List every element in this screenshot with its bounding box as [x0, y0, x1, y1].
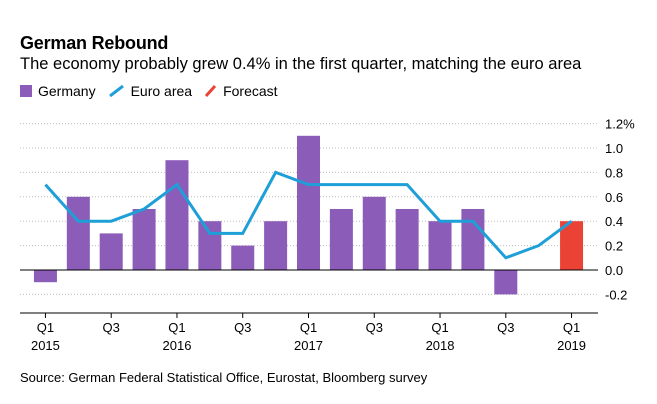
y-tick-label: 1.0: [605, 141, 623, 156]
x-tick-label: Q1: [300, 320, 317, 335]
y-tick-label: 0.2: [605, 239, 623, 254]
source-note: Source: German Federal Statistical Offic…: [20, 370, 428, 385]
legend-label-forecast: Forecast: [223, 83, 278, 99]
x-tick-label: Q1: [168, 320, 185, 335]
chart-title: German Rebound: [20, 33, 169, 53]
bar-germany: [362, 196, 386, 270]
x-tick-label: Q1: [37, 320, 54, 335]
bar-germany: [99, 233, 123, 270]
legend-swatch-forecast: [204, 85, 217, 97]
bar-germany: [461, 209, 485, 270]
bar-forecast: [560, 221, 584, 270]
bar-germany: [395, 209, 419, 270]
x-tick-year-label: 2017: [294, 338, 323, 353]
legend-swatch-euro-area: [108, 85, 124, 97]
x-tick-label: Q1: [563, 320, 580, 335]
bar-germany: [165, 160, 189, 270]
bar-germany: [264, 221, 288, 270]
x-tick-label: Q3: [234, 320, 251, 335]
bar-germany: [329, 209, 353, 270]
x-tick-label: Q3: [366, 320, 383, 335]
legend-label-germany: Germany: [38, 83, 96, 99]
x-tick-label: Q1: [431, 320, 448, 335]
chart-subtitle: The economy probably grew 0.4% in the fi…: [20, 55, 582, 73]
legend-item-forecast: Forecast: [204, 83, 278, 99]
legend-label-euro-area: Euro area: [130, 83, 193, 99]
bar-germany: [132, 209, 156, 270]
bar-germany: [428, 221, 452, 270]
bar-germany: [231, 245, 255, 270]
legend-item-euro-area: Euro area: [108, 83, 192, 99]
bar-germany: [66, 196, 90, 270]
x-tick-year-label: 2016: [163, 338, 192, 353]
y-tick-label: 0.6: [605, 190, 623, 205]
bar-germany: [198, 221, 222, 270]
x-tick-label: Q3: [497, 320, 514, 335]
line-euro-area: [44, 170, 573, 260]
x-tick-year-label: 2015: [31, 338, 60, 353]
bar-germany: [33, 270, 57, 283]
x-tick-year-label: 2019: [557, 338, 586, 353]
y-tick-label: 0.4: [605, 214, 623, 229]
x-tick-year-label: 2018: [426, 338, 455, 353]
legend: Germany Euro area Forecast: [20, 83, 290, 99]
legend-item-germany: Germany: [20, 83, 96, 99]
bar-germany: [297, 135, 320, 270]
y-tick-label: -0.2: [605, 287, 627, 302]
y-tick-label: 0.8: [605, 165, 623, 180]
y-tick-label: 1.2%: [605, 117, 635, 132]
legend-swatch-germany: [20, 85, 32, 97]
y-tick-label: 0.0: [605, 263, 623, 278]
x-tick-label: Q3: [103, 320, 120, 335]
bar-germany: [494, 270, 518, 295]
